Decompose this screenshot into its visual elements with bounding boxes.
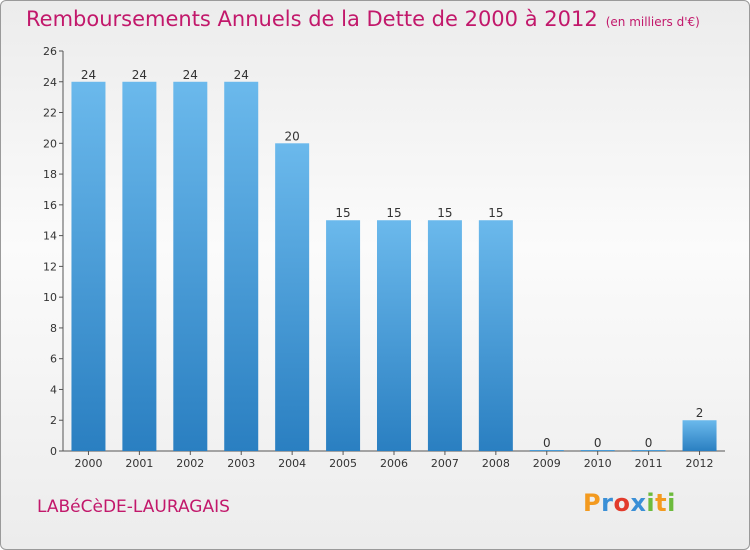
unit-label: (en milliers d'€) (605, 15, 700, 29)
x-tick-label: 2008 (482, 457, 510, 470)
y-tick-label: 8 (50, 322, 57, 335)
x-tick-label: 2011 (635, 457, 663, 470)
bar (631, 450, 666, 451)
y-tick-label: 26 (43, 45, 57, 58)
data-label: 24 (183, 68, 198, 82)
logo-letter: i (646, 489, 656, 517)
y-tick-label: 0 (50, 445, 57, 458)
logo-letter: o (613, 489, 631, 517)
y-tick-label: 12 (43, 260, 57, 273)
data-label: 15 (488, 206, 503, 220)
x-tick-label: 2001 (125, 457, 153, 470)
y-tick-label: 20 (43, 137, 57, 150)
chart-title: Remboursements Annuels de la Dette de 20… (26, 7, 700, 31)
y-tick-label: 16 (43, 199, 57, 212)
proxiti-logo: Proxiti (583, 489, 676, 517)
y-tick-label: 6 (50, 353, 57, 366)
bar (580, 450, 615, 451)
x-tick-label: 2009 (533, 457, 561, 470)
x-tick-label: 2002 (176, 457, 204, 470)
bar (173, 81, 208, 452)
y-tick-label: 24 (43, 76, 57, 89)
bar (275, 143, 310, 452)
x-tick-label: 2000 (74, 457, 102, 470)
data-label: 15 (335, 206, 350, 220)
x-tick-label: 2004 (278, 457, 306, 470)
bar (427, 220, 462, 451)
title-text: Remboursements Annuels de la Dette de 20… (26, 7, 598, 31)
y-tick-label: 14 (43, 230, 57, 243)
y-tick-label: 22 (43, 107, 57, 120)
bar (326, 220, 361, 451)
x-tick-label: 2006 (380, 457, 408, 470)
y-tick-label: 18 (43, 168, 57, 181)
bar (224, 81, 259, 452)
bar (122, 81, 157, 452)
y-tick-label: 2 (50, 414, 57, 427)
data-label: 24 (81, 68, 96, 82)
logo-letter: t (655, 489, 668, 517)
data-label: 0 (645, 436, 653, 450)
logo-letter: P (583, 489, 602, 517)
data-label: 24 (132, 68, 147, 82)
data-label: 15 (437, 206, 452, 220)
x-tick-label: 2003 (227, 457, 255, 470)
bar (478, 220, 513, 451)
data-label: 2 (696, 406, 704, 420)
data-label: 15 (386, 206, 401, 220)
logo-letter: x (630, 489, 647, 517)
bar (529, 450, 564, 451)
data-label: 0 (543, 436, 551, 450)
bar (71, 81, 106, 452)
logo-letter: i (667, 489, 676, 517)
x-tick-label: 2007 (431, 457, 459, 470)
bars (71, 81, 717, 452)
data-label: 0 (594, 436, 602, 450)
x-tick-label: 2005 (329, 457, 357, 470)
data-label: 24 (234, 68, 249, 82)
city-name: LABéCèDE-LAURAGAIS (37, 497, 230, 517)
y-tick-label: 4 (50, 383, 57, 396)
logo-letter: r (601, 489, 614, 517)
x-tick-label: 2010 (584, 457, 612, 470)
bar (377, 220, 411, 451)
data-label: 20 (285, 129, 300, 143)
y-tick-label: 10 (43, 291, 57, 304)
labels: 0246810121416182022242620002420012420022… (43, 45, 714, 470)
x-tick-label: 2012 (686, 457, 714, 470)
bar (682, 420, 717, 451)
